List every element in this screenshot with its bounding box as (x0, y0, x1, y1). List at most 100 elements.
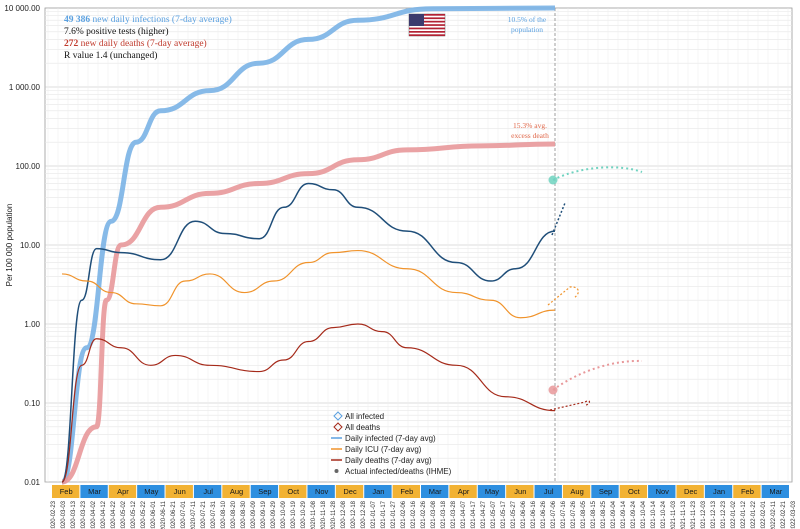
date-label: 2020-11-08 (311, 500, 317, 529)
date-label: 2020-12-08 (341, 500, 347, 529)
excess-death-annotation-line2: excess death (511, 131, 549, 140)
month-cell (364, 485, 392, 498)
date-label: 2020-05-22 (141, 500, 147, 529)
legend-label-ihme: Actual infected/deaths (IHME) (345, 467, 452, 476)
month-bar: Feb Mar Apr May Jun Jul Aug Sep Oct Nov Dec Jan Feb M… (52, 485, 789, 498)
month-label: Nov (315, 487, 329, 496)
date-label: 2020-10-09 (281, 500, 287, 529)
legend-label-all-deaths: All deaths (345, 423, 380, 432)
date-label: 2021-11-13 (681, 500, 687, 529)
month-label: Jun (174, 487, 186, 496)
month-cell (733, 485, 761, 498)
month-label: Aug (230, 487, 243, 496)
infections-value: 49 386 (64, 15, 90, 25)
month-cell (676, 485, 704, 498)
date-label: 2021-08-15 (591, 500, 597, 529)
infected-projection (551, 202, 566, 236)
month-cell (52, 485, 80, 498)
population-annotation-line1: 10.5% of the (508, 15, 547, 24)
month-label: Jul (544, 487, 554, 496)
date-label: 2021-12-03 (701, 500, 707, 529)
date-label: 2020-11-28 (331, 500, 337, 529)
month-label: Dec (343, 487, 357, 496)
date-label: 2022-02-01 (761, 500, 767, 529)
date-label: 2021-04-27 (481, 500, 487, 529)
legend-item-all-infected: All infected (333, 411, 384, 421)
date-label: 2020-03-23 (81, 500, 87, 529)
month-label: Sep (599, 487, 612, 496)
date-label: 2021-12-13 (711, 500, 717, 529)
excess-death-annotation-line1: 15.3% avg. (513, 121, 547, 130)
date-label: 2020-06-11 (161, 500, 167, 529)
month-label: Mar (769, 487, 782, 496)
date-label: 2021-11-23 (691, 500, 697, 529)
month-label: Nov (656, 487, 670, 496)
date-label: 2020-04-22 (111, 500, 117, 529)
month-cell (279, 485, 307, 498)
date-label: 2021-02-16 (411, 500, 417, 529)
legend-item-daily-infected: Daily infected (7-day avg) (331, 434, 436, 443)
date-label: 2021-10-14 (651, 500, 657, 529)
month-label: Jan (713, 487, 725, 496)
date-label: 2021-09-04 (611, 500, 617, 529)
month-cell (704, 485, 733, 498)
date-label: 2022-02-21 (781, 500, 787, 529)
y-tick-labels: 10 000.00 1 000.00 100.00 10.00 1.00 0.10 0.01 (4, 4, 40, 487)
svg-text:49 386 new daily infections (7: 49 386 new daily infections (7-day avera… (64, 14, 232, 25)
date-label: 2020-07-01 (181, 500, 187, 529)
month-cell (222, 485, 250, 498)
date-label: 2020-08-30 (241, 500, 247, 529)
date-label: 2021-01-07 (371, 500, 377, 529)
month-cell (562, 485, 591, 498)
month-cell (335, 485, 364, 498)
month-label: Mar (88, 487, 101, 496)
date-label: 2020-07-11 (191, 500, 197, 529)
legend-label-daily-infected: Daily infected (7-day avg) (345, 434, 436, 443)
date-label: 2020-05-12 (131, 500, 137, 529)
date-label: 2020-04-02 (91, 500, 97, 529)
date-label: 2021-10-04 (641, 500, 647, 529)
info-box: 49 386 new daily infections (7-day avera… (64, 14, 232, 61)
y-tick-label: 10.00 (20, 241, 41, 250)
deaths-text: new daily deaths (7-day average) (78, 38, 206, 49)
date-label: 2021-06-06 (521, 500, 527, 529)
month-cell (648, 485, 676, 498)
date-label: 2020-03-03 (61, 500, 67, 529)
month-cell (449, 485, 477, 498)
month-cell (193, 485, 222, 498)
month-cell (506, 485, 534, 498)
date-label: 2020-07-31 (211, 500, 217, 529)
y-tick-label: 10 000.00 (4, 4, 40, 13)
y-tick-label: 1 000.00 (9, 83, 41, 92)
date-label: 2020-10-29 (301, 500, 307, 529)
month-cell (307, 485, 335, 498)
month-label: Aug (570, 487, 583, 496)
legend-item-daily-icu: Daily ICU (7-day avg) (331, 445, 422, 454)
date-label: 2020-12-28 (361, 500, 367, 529)
date-label: 2022-01-22 (751, 500, 757, 529)
date-label: 2021-03-28 (451, 500, 457, 529)
date-label: 2020-09-09 (251, 500, 257, 529)
date-label: 2020-06-21 (171, 500, 177, 529)
date-label: 2020-12-18 (351, 500, 357, 529)
legend-label-daily-deaths: Daily deaths (7-day avg) (345, 456, 432, 465)
us-flag-icon (408, 13, 446, 37)
month-label: Feb (741, 487, 754, 496)
population-annotation-line2: population (511, 25, 543, 34)
date-label: 2022-01-02 (731, 500, 737, 529)
month-cell (250, 485, 279, 498)
y-tick-label: 0.10 (24, 399, 40, 408)
icu-projection (547, 286, 579, 306)
month-cell (477, 485, 506, 498)
date-label: 2021-07-06 (551, 500, 557, 529)
legend: All infected All deaths Daily infected (… (331, 411, 452, 476)
month-cell (392, 485, 420, 498)
date-label: 2021-02-06 (401, 500, 407, 529)
month-label: Jan (372, 487, 384, 496)
date-label: 2020-08-10 (221, 500, 227, 529)
month-cell (80, 485, 108, 498)
month-label: May (485, 487, 499, 496)
projections (547, 166, 643, 411)
date-label: 2021-03-18 (441, 500, 447, 529)
legend-label-daily-icu: Daily ICU (7-day avg) (345, 445, 422, 454)
